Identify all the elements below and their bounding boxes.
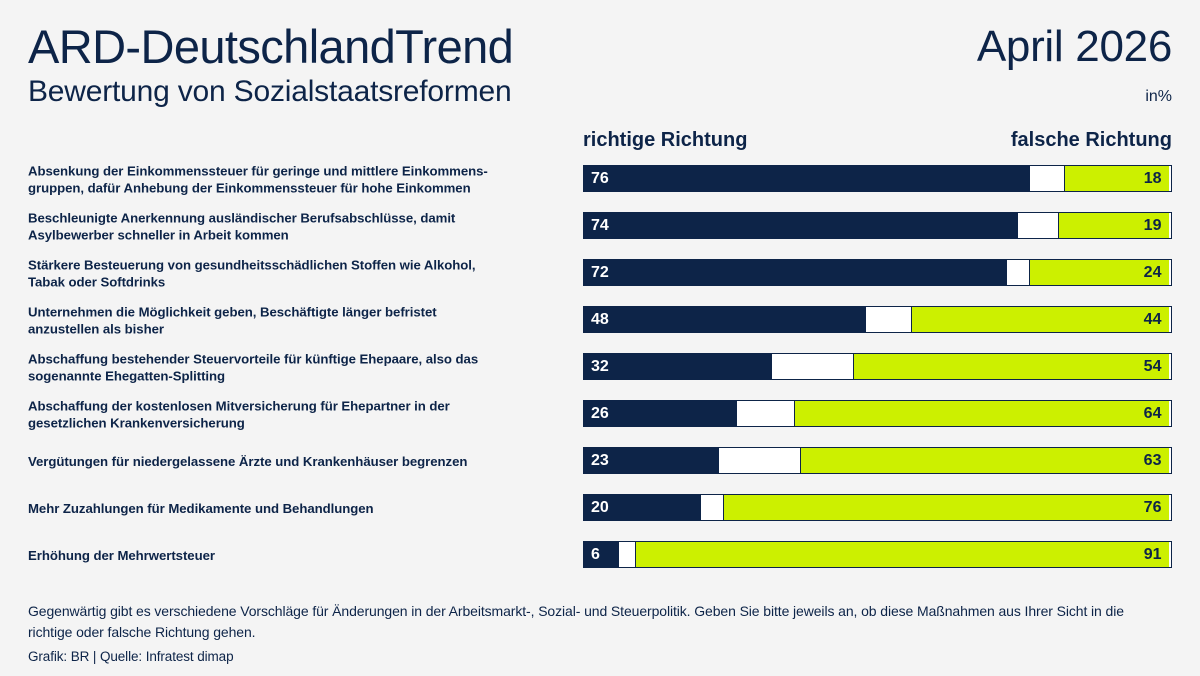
bar-row-label: Mehr Zuzahlungen für Medikamente und Beh… xyxy=(28,500,374,516)
bar-segment-wrong-direction: 54 xyxy=(852,354,1170,379)
bar-segment-undecided xyxy=(719,448,802,473)
bar-segment-undecided xyxy=(736,401,796,426)
stacked-bar: 26 64 xyxy=(583,400,1172,427)
bar-value-wrong-direction: 54 xyxy=(1143,357,1162,375)
bar-value-right-direction: 48 xyxy=(591,310,609,328)
bar-rows: Absenkung der Einkommenssteuer für gerin… xyxy=(28,156,1172,579)
bar-row-label: Stärkere Besteuerung von gesundheitsschä… xyxy=(28,256,476,290)
bar-row: Erhöhung der Mehrwertsteuer 6 91 xyxy=(28,532,1172,579)
bar-row-label: Erhöhung der Mehrwertsteuer xyxy=(28,547,215,563)
bar-value-right-direction: 23 xyxy=(591,451,609,469)
stacked-bar: 76 18 xyxy=(583,165,1172,192)
bar-segment-wrong-direction: 24 xyxy=(1028,260,1170,285)
footer: Gegenwärtig gibt es verschiedene Vorschl… xyxy=(28,601,1172,664)
bar-row: Abschaffung der kostenlosen Mitversicher… xyxy=(28,391,1172,438)
bar-row-label: Abschaffung der kostenlosen Mitversicher… xyxy=(28,397,450,431)
bar-segment-wrong-direction: 64 xyxy=(793,401,1170,426)
bar-row-label: Unternehmen die Möglichkeit geben, Besch… xyxy=(28,303,437,337)
bar-segment-right-direction: 72 xyxy=(584,260,1007,285)
bar-row: Vergütungen für niedergelassene Ärzte un… xyxy=(28,438,1172,485)
title-row: ARD-DeutschlandTrend April 2026 xyxy=(28,0,1172,73)
bar-row: Mehr Zuzahlungen für Medikamente und Beh… xyxy=(28,485,1172,532)
bar-segment-right-direction: 23 xyxy=(584,448,719,473)
bar-segment-undecided xyxy=(1030,166,1066,191)
bar-value-right-direction: 26 xyxy=(591,404,609,422)
bar-row: Beschleunigte Anerkennung ausländischer … xyxy=(28,203,1172,250)
bar-row: Abschaffung bestehender Steuervorteile f… xyxy=(28,344,1172,391)
bar-value-wrong-direction: 91 xyxy=(1143,545,1162,563)
bar-row-label: Beschleunigte Anerkennung ausländischer … xyxy=(28,209,456,243)
bar-value-right-direction: 6 xyxy=(591,545,600,563)
bar-segment-wrong-direction: 19 xyxy=(1057,213,1170,238)
bar-value-right-direction: 20 xyxy=(591,498,609,516)
bar-segment-undecided xyxy=(1006,260,1031,285)
legend-right-direction: richtige Richtung xyxy=(583,129,748,151)
bar-row-label: Vergütungen für niedergelassene Ärzte un… xyxy=(28,453,468,469)
bar-segment-wrong-direction: 44 xyxy=(911,307,1170,332)
bar-segment-right-direction: 74 xyxy=(584,213,1019,238)
bar-value-right-direction: 76 xyxy=(591,169,609,187)
bar-segment-right-direction: 26 xyxy=(584,401,737,426)
survey-period: April 2026 xyxy=(976,22,1172,71)
bar-segment-wrong-direction: 76 xyxy=(723,495,1170,520)
subtitle-row: Bewertung von Sozialstaatsreformen in% xyxy=(28,75,1172,109)
bar-value-wrong-direction: 19 xyxy=(1143,216,1162,234)
bar-row: Unternehmen die Möglichkeit geben, Besch… xyxy=(28,297,1172,344)
bar-segment-right-direction: 32 xyxy=(584,354,772,379)
bar-value-wrong-direction: 76 xyxy=(1143,498,1162,516)
legend: richtige Richtung falsche Richtung xyxy=(583,124,1172,152)
bar-value-wrong-direction: 24 xyxy=(1143,263,1162,281)
bar-value-wrong-direction: 18 xyxy=(1143,169,1162,187)
stacked-bar: 48 44 xyxy=(583,306,1172,333)
bar-row-label: Absenkung der Einkommenssteuer für gerin… xyxy=(28,162,488,196)
bar-value-wrong-direction: 64 xyxy=(1143,404,1162,422)
stacked-bar: 6 91 xyxy=(583,541,1172,568)
unit-label: in% xyxy=(1145,88,1172,106)
bar-segment-undecided xyxy=(865,307,913,332)
bar-segment-undecided xyxy=(701,495,725,520)
page-title: ARD-DeutschlandTrend xyxy=(28,20,514,73)
stacked-bar: 72 24 xyxy=(583,259,1172,286)
bar-row-label: Abschaffung bestehender Steuervorteile f… xyxy=(28,350,479,384)
bar-segment-wrong-direction: 91 xyxy=(635,542,1170,567)
bar-value-wrong-direction: 63 xyxy=(1143,451,1162,469)
bar-value-wrong-direction: 44 xyxy=(1143,310,1162,328)
bar-segment-right-direction: 48 xyxy=(584,307,866,332)
bar-segment-right-direction: 76 xyxy=(584,166,1031,191)
bar-value-right-direction: 72 xyxy=(591,263,609,281)
bar-value-right-direction: 32 xyxy=(591,357,609,375)
bar-segment-wrong-direction: 18 xyxy=(1063,166,1170,191)
bar-segment-right-direction: 20 xyxy=(584,495,702,520)
bar-segment-undecided xyxy=(1018,213,1060,238)
stacked-bar: 20 76 xyxy=(583,494,1172,521)
stacked-bar: 23 63 xyxy=(583,447,1172,474)
bar-segment-undecided xyxy=(771,354,854,379)
page-subtitle: Bewertung von Sozialstaatsreformen xyxy=(28,75,512,109)
bar-value-right-direction: 74 xyxy=(591,216,609,234)
header: ARD-DeutschlandTrend April 2026 Bewertun… xyxy=(28,0,1172,118)
source-credit: Grafik: BR | Quelle: Infratest dimap xyxy=(28,649,234,664)
legend-wrong-direction: falsche Richtung xyxy=(1010,129,1172,151)
stacked-bar: 74 19 xyxy=(583,212,1172,239)
bar-segment-right-direction: 6 xyxy=(584,542,620,567)
bar-segment-wrong-direction: 63 xyxy=(799,448,1170,473)
stacked-bar: 32 54 xyxy=(583,353,1172,380)
bar-row: Absenkung der Einkommenssteuer für gerin… xyxy=(28,156,1172,203)
bar-row: Stärkere Besteuerung von gesundheitsschä… xyxy=(28,250,1172,297)
question-text: Gegenwärtig gibt es verschiedene Vorschl… xyxy=(28,603,1124,640)
bar-segment-undecided xyxy=(619,542,637,567)
